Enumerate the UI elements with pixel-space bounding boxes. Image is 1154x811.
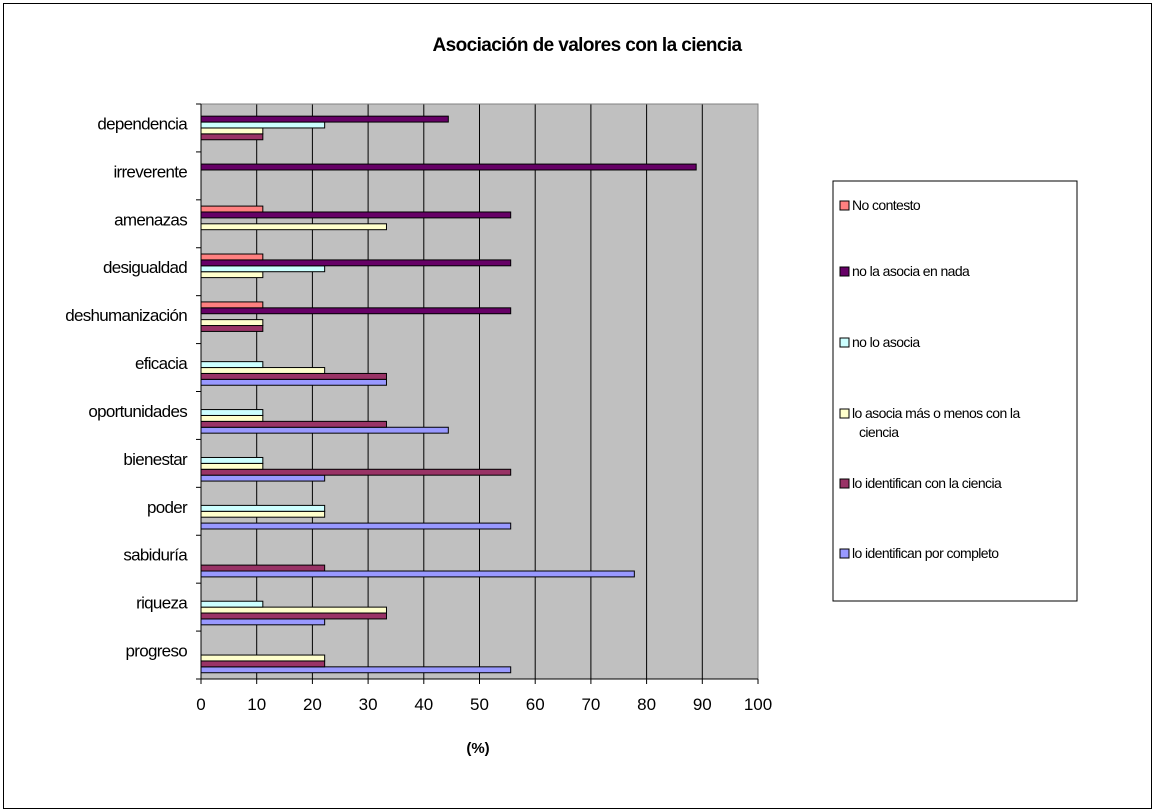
legend-label: no lo asocia bbox=[852, 334, 920, 350]
bar bbox=[200, 660, 326, 668]
bar bbox=[200, 666, 512, 674]
x-tick-label: 40 bbox=[414, 695, 433, 714]
y-tick-label: progreso bbox=[126, 642, 188, 661]
y-tick-label: bienestar bbox=[123, 450, 188, 469]
y-tick-label: poder bbox=[147, 498, 188, 517]
y-tick-label: deshumanización bbox=[65, 306, 187, 325]
bar bbox=[200, 522, 512, 530]
x-tick-label: 30 bbox=[359, 695, 378, 714]
plot-border bbox=[201, 103, 759, 679]
y-tick-label: oportunidades bbox=[88, 402, 187, 421]
bar bbox=[200, 409, 264, 416]
y-tick-label: amenazas bbox=[114, 210, 187, 229]
bar bbox=[200, 319, 264, 327]
chart-title: Asociación de valores con la ciencia bbox=[433, 35, 743, 56]
legend-swatch bbox=[839, 337, 850, 348]
bar bbox=[200, 265, 326, 273]
bar bbox=[200, 420, 387, 428]
y-tick-label: dependencia bbox=[97, 114, 188, 133]
y-tick-label: sabiduría bbox=[123, 546, 188, 565]
bar bbox=[200, 127, 264, 135]
bar bbox=[200, 367, 326, 374]
legend-swatch bbox=[839, 478, 850, 489]
x-tick-label: 100 bbox=[744, 695, 772, 714]
x-tick-label: 50 bbox=[470, 695, 489, 714]
bar bbox=[200, 414, 264, 422]
x-tick-label: 0 bbox=[196, 695, 205, 714]
bar bbox=[200, 115, 449, 123]
legend-label: lo identifican por completo bbox=[852, 545, 999, 561]
bar bbox=[200, 504, 326, 512]
bar bbox=[200, 205, 264, 213]
chart-area: Asociación de valores con la ciencia pro… bbox=[3, 3, 1152, 809]
x-tick-label: 70 bbox=[581, 695, 600, 714]
bar bbox=[200, 618, 326, 626]
x-tick-label: 90 bbox=[693, 695, 712, 714]
legend-box bbox=[832, 180, 1078, 602]
x-tick-label: 60 bbox=[526, 695, 545, 714]
bar bbox=[200, 468, 512, 476]
bar bbox=[200, 223, 387, 231]
legend-label: No contesto bbox=[852, 197, 921, 213]
bar bbox=[200, 253, 264, 261]
x-tick-label: 20 bbox=[303, 695, 322, 714]
y-tick-label: eficacia bbox=[135, 354, 188, 373]
bar bbox=[200, 564, 326, 572]
bar bbox=[200, 372, 387, 380]
bar bbox=[200, 462, 264, 470]
bar bbox=[200, 378, 387, 386]
bar bbox=[200, 361, 264, 369]
legend-swatch bbox=[839, 548, 850, 559]
bar bbox=[200, 426, 449, 434]
legend-label: no la asocia en nada bbox=[852, 263, 970, 279]
bar bbox=[200, 163, 697, 171]
bar-chart: Asociación de valores con la ciencia pro… bbox=[65, 35, 1078, 757]
bar bbox=[200, 612, 387, 620]
x-tick-label: 80 bbox=[637, 695, 656, 714]
bar bbox=[200, 121, 326, 129]
bar bbox=[200, 600, 264, 608]
legend-swatch bbox=[839, 408, 850, 419]
bar bbox=[200, 606, 387, 614]
legend-label: lo asocia más o menos con la ciencia bbox=[852, 405, 1020, 440]
y-tick-label: desigualdad bbox=[103, 258, 187, 277]
bar bbox=[200, 307, 512, 315]
bar bbox=[200, 325, 264, 332]
y-tick-label: riqueza bbox=[136, 594, 188, 613]
legend: No contesto no la asocia en nada no lo aso… bbox=[832, 180, 1078, 602]
x-tick-label: 10 bbox=[247, 695, 266, 714]
bar bbox=[200, 474, 326, 482]
bar bbox=[200, 271, 264, 279]
bar bbox=[200, 301, 264, 309]
y-tick-label: irreverente bbox=[113, 162, 187, 181]
x-axis-title: (%) bbox=[466, 740, 489, 757]
legend-swatch bbox=[839, 266, 850, 277]
bar bbox=[200, 510, 326, 518]
bar bbox=[200, 456, 264, 464]
bar bbox=[200, 259, 512, 267]
bar bbox=[200, 570, 635, 578]
legend-swatch bbox=[839, 200, 850, 211]
bar bbox=[200, 133, 264, 141]
bar bbox=[200, 211, 512, 219]
legend-label: lo identifican con la ciencia bbox=[852, 475, 1002, 491]
bar bbox=[200, 654, 326, 662]
